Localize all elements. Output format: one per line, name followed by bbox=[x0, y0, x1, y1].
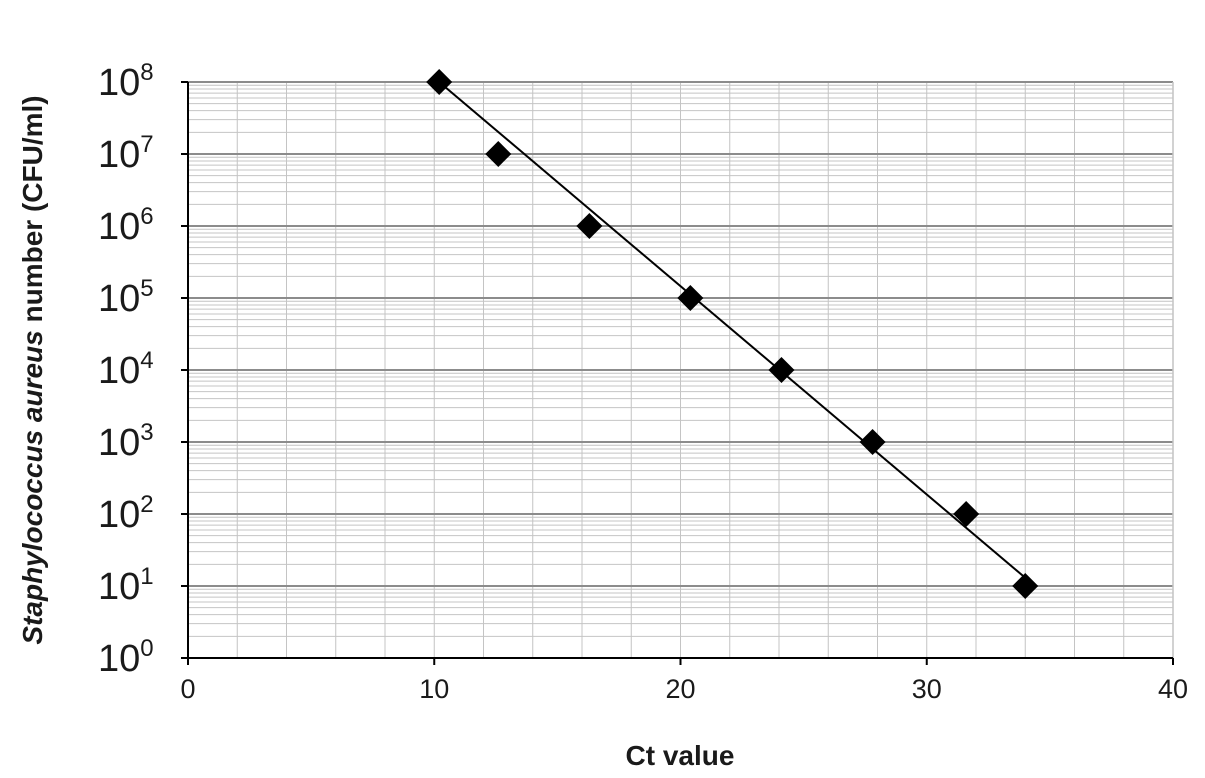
y-tick-label: 106 bbox=[98, 203, 154, 248]
y-tick-exponent: 1 bbox=[140, 563, 153, 590]
data-point-diamond bbox=[576, 213, 603, 239]
y-tick-label: 103 bbox=[98, 419, 154, 464]
data-point-diamond bbox=[1012, 573, 1039, 599]
y-tick-base: 10 bbox=[98, 278, 140, 320]
data-points bbox=[426, 69, 1039, 599]
y-tick-label: 101 bbox=[98, 563, 154, 608]
x-tick-labels: 0 10 20 30 40 bbox=[180, 658, 1188, 704]
y-tick-base: 10 bbox=[98, 350, 140, 392]
y-tick-label: 105 bbox=[98, 275, 154, 320]
y-tick-label: 108 bbox=[98, 59, 154, 104]
data-point-diamond bbox=[677, 285, 704, 311]
y-tick-base: 10 bbox=[98, 134, 140, 176]
data-point-diamond bbox=[426, 69, 453, 95]
y-tick-exponent: 2 bbox=[140, 491, 153, 518]
y-tick-exponent: 0 bbox=[140, 635, 153, 662]
y-tick-exponent: 8 bbox=[140, 59, 153, 86]
data-point-diamond bbox=[768, 357, 795, 383]
y-tick-exponent: 5 bbox=[140, 275, 153, 302]
y-axis-label: Staphylococcus aureus number (CFU/ml) bbox=[17, 95, 48, 644]
y-tick-exponent: 4 bbox=[140, 347, 153, 374]
data-point-diamond bbox=[953, 501, 980, 527]
y-tick-label: 100 bbox=[98, 635, 154, 680]
y-tick-exponent: 7 bbox=[140, 131, 153, 158]
x-tick-label: 10 bbox=[419, 674, 449, 704]
y-tick-base: 10 bbox=[98, 422, 140, 464]
y-tick-exponent: 3 bbox=[140, 419, 153, 446]
x-tick-label: 0 bbox=[180, 674, 195, 704]
y-tick-base: 10 bbox=[98, 494, 140, 536]
y-tick-label: 104 bbox=[98, 347, 154, 392]
trendline bbox=[438, 81, 1026, 579]
y-tick-label: 102 bbox=[98, 491, 154, 536]
grid bbox=[188, 81, 1174, 658]
y-tick-base: 10 bbox=[98, 62, 140, 104]
y-axis-label-species: Staphylococcus aureus bbox=[17, 330, 48, 644]
x-tick-label: 30 bbox=[912, 674, 942, 704]
y-tick-base: 10 bbox=[98, 638, 140, 680]
data-point-diamond bbox=[859, 429, 886, 455]
data-point-diamond bbox=[485, 141, 512, 167]
x-axis-label: Ct value bbox=[626, 740, 735, 771]
y-axis-label-units: number (CFU/ml) bbox=[17, 95, 48, 330]
y-tick-exponent: 6 bbox=[140, 203, 153, 230]
y-tick-base: 10 bbox=[98, 206, 140, 248]
x-tick-label: 40 bbox=[1158, 674, 1188, 704]
y-tick-label: 107 bbox=[98, 131, 154, 176]
trendline-segment bbox=[438, 81, 1026, 579]
x-tick-label: 20 bbox=[665, 674, 695, 704]
y-tick-base: 10 bbox=[98, 566, 140, 608]
